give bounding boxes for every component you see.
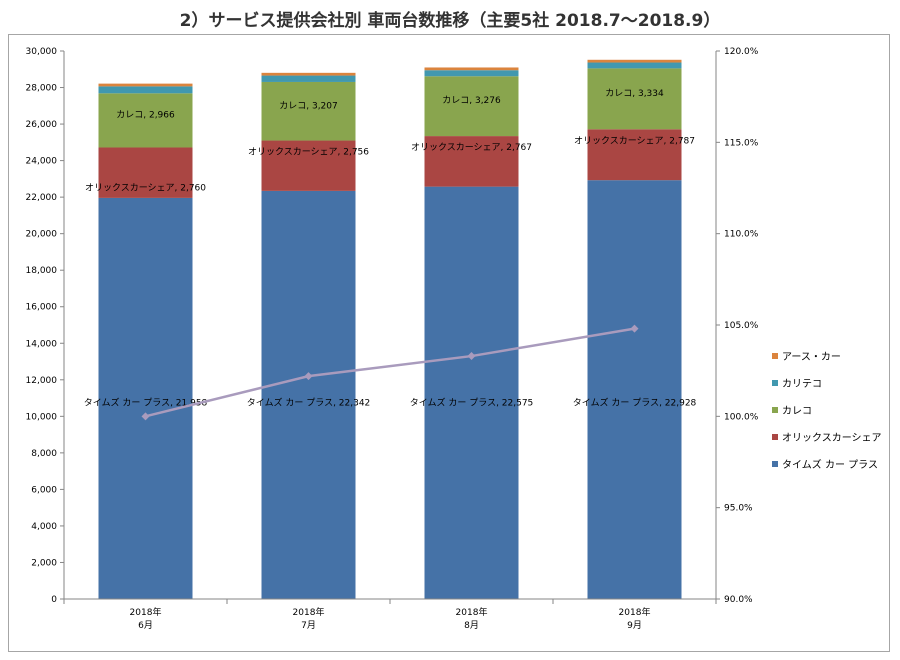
y-tick-label: 26,000 xyxy=(26,120,58,130)
y-tick-label: 12,000 xyxy=(26,376,58,386)
legend-label: カレコ xyxy=(782,405,812,417)
bar-segment-4-1 xyxy=(261,72,356,76)
bar-segment-4-2 xyxy=(424,67,519,71)
data-label: カレコ, 2,966 xyxy=(116,110,175,121)
y2-tick-label: 95.0% xyxy=(724,504,753,514)
data-label: カレコ, 3,207 xyxy=(279,100,338,111)
legend-swatch xyxy=(772,407,778,413)
bar-segment-3-2 xyxy=(424,70,519,77)
bar-segment-0-0 xyxy=(98,197,193,600)
y-tick-label: 6,000 xyxy=(31,485,57,495)
y-tick-label: 4,000 xyxy=(31,522,57,532)
growth-line-point xyxy=(467,352,476,361)
bar-segment-1-3 xyxy=(587,129,682,181)
y-tick-label: 2,000 xyxy=(31,558,57,568)
bar-segment-3-0 xyxy=(98,86,193,94)
x-category-label: 2018年 xyxy=(130,606,162,618)
bar-segment-3-3 xyxy=(587,62,682,69)
x-category-label: 2018年 xyxy=(456,606,488,618)
growth-line-point xyxy=(630,324,639,333)
data-label: タイムズ カー プラス, 22,575 xyxy=(410,396,534,408)
chart-title: 2）サービス提供会社別 車両台数推移（主要5社 2018.7～2018.9） xyxy=(179,11,721,31)
y2-tick-label: 110.0% xyxy=(724,230,759,240)
x-category-label: 8月 xyxy=(464,620,479,631)
legend-swatch xyxy=(772,353,778,359)
bar-segment-1-0 xyxy=(98,147,193,198)
legend-swatch xyxy=(772,461,778,467)
legend-label: アース・カー xyxy=(782,351,841,363)
data-label: オリックスカーシェア, 2,767 xyxy=(411,142,532,153)
growth-line-point xyxy=(141,412,150,421)
x-category-label: 6月 xyxy=(138,620,153,631)
y-tick-label: 28,000 xyxy=(26,84,58,94)
y-tick-label: 14,000 xyxy=(26,339,58,349)
x-category-label: 2018年 xyxy=(619,606,651,618)
y-tick-label: 22,000 xyxy=(26,193,58,203)
data-label: オリックスカーシェア, 2,756 xyxy=(248,147,369,158)
y-tick-label: 0 xyxy=(51,595,57,605)
x-category-label: 9月 xyxy=(627,620,642,631)
y2-tick-label: 105.0% xyxy=(724,321,759,331)
bar-segment-2-3 xyxy=(587,68,682,130)
data-label: タイムズ カー プラス, 21,958 xyxy=(84,396,208,408)
x-category-label: 7月 xyxy=(301,620,316,631)
y-tick-label: 10,000 xyxy=(26,412,58,422)
bar-segment-0-2 xyxy=(424,186,519,599)
y2-tick-label: 120.0% xyxy=(724,47,759,57)
y-tick-label: 18,000 xyxy=(26,266,58,276)
bar-segment-3-1 xyxy=(261,75,356,82)
data-label: カレコ, 3,334 xyxy=(605,88,664,99)
bar-segment-0-3 xyxy=(587,180,682,599)
y-tick-label: 20,000 xyxy=(26,230,58,240)
bar-segment-1-1 xyxy=(261,140,356,191)
y-tick-label: 16,000 xyxy=(26,303,58,313)
bar-segment-1-2 xyxy=(424,136,519,187)
bar-segment-0-1 xyxy=(261,190,356,599)
y2-tick-label: 90.0% xyxy=(724,595,753,605)
data-label: オリックスカーシェア, 2,787 xyxy=(574,136,695,147)
y-tick-label: 8,000 xyxy=(31,449,57,459)
legend-swatch xyxy=(772,380,778,386)
growth-line-point xyxy=(304,372,313,381)
y-tick-label: 30,000 xyxy=(26,47,58,57)
bar-segment-4-3 xyxy=(587,59,682,63)
x-category-label: 2018年 xyxy=(293,606,325,618)
bar-segment-2-2 xyxy=(424,76,519,137)
data-label: オリックスカーシェア, 2,760 xyxy=(85,182,206,193)
legend-swatch xyxy=(772,434,778,440)
data-label: タイムズ カー プラス, 22,342 xyxy=(247,396,371,408)
legend-label: オリックスカーシェア xyxy=(782,432,882,444)
legend-label: タイムズ カー プラス xyxy=(782,458,878,471)
bar-segment-2-0 xyxy=(98,93,193,148)
growth-line xyxy=(145,327,635,418)
legend-label: カリテコ xyxy=(782,378,822,390)
data-label: タイムズ カー プラス, 22,928 xyxy=(573,396,697,408)
bar-segment-4-0 xyxy=(98,83,193,87)
y-tick-label: 24,000 xyxy=(26,157,58,167)
y2-tick-label: 100.0% xyxy=(724,412,759,422)
bar-segment-2-1 xyxy=(261,81,356,141)
y2-tick-label: 115.0% xyxy=(724,138,759,148)
data-label: カレコ, 3,276 xyxy=(442,95,501,106)
